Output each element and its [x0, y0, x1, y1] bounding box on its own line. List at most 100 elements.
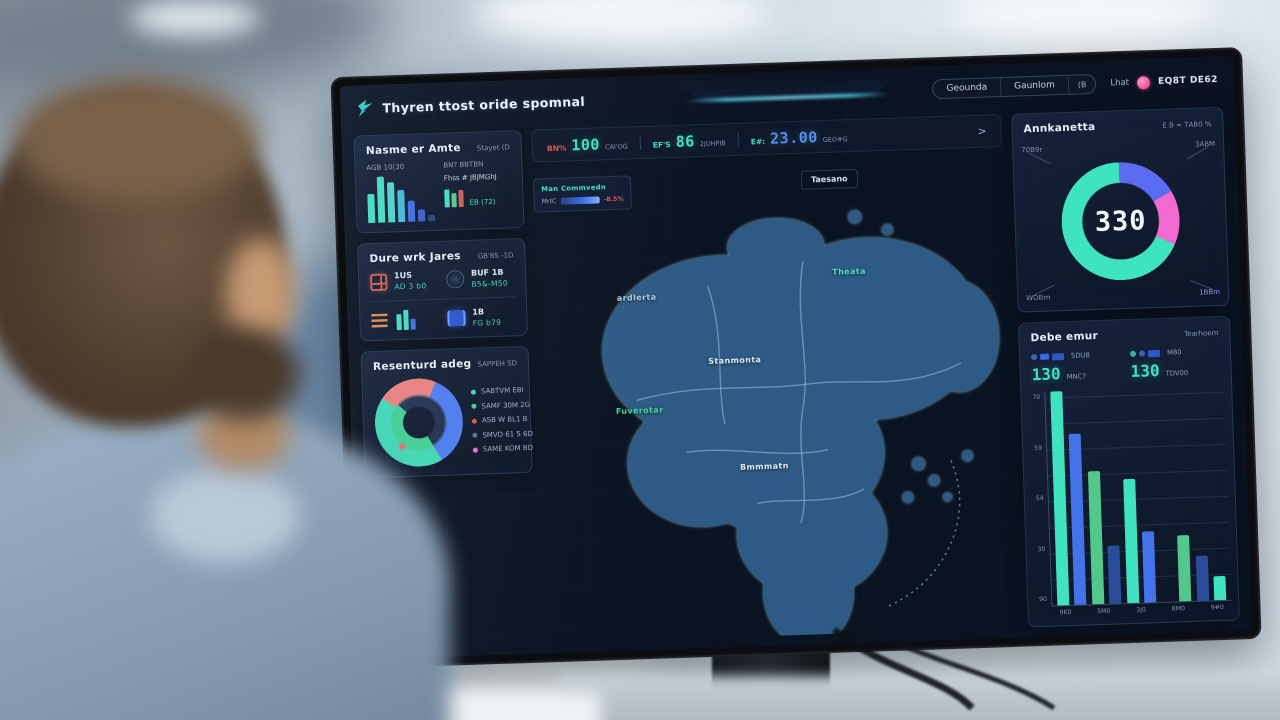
gauge-center-value: 330 [1094, 205, 1148, 238]
bar [407, 200, 416, 222]
legend-dot [471, 418, 477, 424]
bar [1087, 471, 1105, 605]
kpi-stat: EF'S 86 2JUHPIB [652, 131, 726, 151]
resource-sub: FG b79 [472, 317, 502, 328]
region-label[interactable]: Stanmonta [708, 354, 762, 366]
region-label[interactable]: Bmmmatn [739, 461, 789, 473]
divider [370, 296, 515, 303]
summary-sub: TDV00 [1165, 369, 1189, 378]
tab-second[interactable]: Gaunlom [999, 75, 1069, 97]
card-badge[interactable]: E B = 7AB0 % [1162, 120, 1212, 130]
legend-label: SAMF 30M 2G [481, 400, 531, 410]
divider [737, 132, 739, 147]
y-tick: 90 [1039, 595, 1048, 604]
map-overlay-panel: Man Commvedn MrtC -8.5% [532, 175, 632, 213]
map-tooltip: Taesano [800, 168, 858, 190]
columns-icon [447, 309, 466, 327]
resource-item [371, 309, 440, 331]
user-menu[interactable]: Lhat EQ8T DE62 [1110, 73, 1218, 90]
bar [444, 189, 450, 208]
gauge-label: WOBm [1026, 293, 1051, 303]
bar [396, 314, 402, 331]
bar [1213, 576, 1227, 601]
legend-dot [470, 389, 477, 395]
overlay-title: Man Commvedn [541, 183, 607, 194]
series-dots: SDU8 [1031, 350, 1120, 361]
user-label: Lhat [1110, 77, 1130, 89]
card-badge[interactable]: GB'85 -1D [477, 251, 514, 261]
y-tick: 54 [1035, 494, 1044, 503]
distribution-donut-chart [373, 377, 465, 468]
legend-item: SAME KOM BD [472, 443, 534, 454]
x-tick: 5M0 [1097, 607, 1111, 616]
stat-line: Fhss # JBJMGhJ [443, 172, 497, 183]
stat-caption: BN? BBTBN [443, 160, 484, 170]
card-title: Nasme er Amte [365, 142, 461, 158]
kpi-label: CAI'OG [604, 141, 628, 151]
legend-item: SMVD 61 5 6D [472, 429, 533, 439]
legend-label: SABTVM EBI [480, 386, 524, 396]
grid-view-icon[interactable]: (B [1067, 75, 1096, 94]
region-label[interactable]: ardlerta [616, 292, 657, 303]
grid-icon [369, 273, 388, 291]
kpi-value: 23.00 [769, 127, 819, 148]
card-badge[interactable]: SAPPEH SD [477, 359, 518, 369]
bar [428, 214, 436, 222]
dashboard-body: Nasme er Amte Stayet (D AGB 10(30 [353, 106, 1240, 650]
map-svg [602, 210, 999, 644]
bar [410, 318, 416, 330]
kpi-icon-text: BN% [546, 142, 567, 153]
view-switcher: Geounda Gaunlom (B [932, 73, 1097, 100]
legend-label: SAME KOM BD [482, 443, 534, 454]
overlay-progress-bar [560, 196, 601, 205]
x-tick: 9#0 [1210, 603, 1224, 612]
legend-item: ASB W BL1 B [471, 414, 533, 425]
kpi-icon-text: E#: [750, 136, 766, 146]
resource-item: BUF 1B B5&-M50 [445, 267, 515, 289]
resource-sub: B5&-M50 [471, 278, 509, 289]
overlay-value: -8.5% [603, 195, 624, 204]
ceiling-light [130, 0, 260, 36]
card-badge[interactable]: Stayet (D [476, 143, 510, 153]
user-id: EQ8T DE62 [1157, 74, 1219, 87]
mini-bar-chart [396, 309, 416, 331]
region-map[interactable]: Man Commvedn MrtC -8.5% Taesano ardlerta… [532, 159, 1018, 644]
bar [1069, 433, 1087, 605]
tab-first[interactable]: Geounda [946, 82, 988, 94]
bar [1050, 391, 1070, 606]
legend-item: SABTVM EBI [470, 386, 532, 396]
series-dots: M80 [1129, 347, 1219, 358]
summary-stat: M80 130 TDV00 [1129, 347, 1220, 381]
legend-label: SMVD 61 5 6D [482, 429, 534, 439]
gauge-donut-chart: 330 [1059, 160, 1182, 283]
bar [458, 189, 464, 208]
kpi-stat: E#: 23.00 GEO#G [750, 127, 848, 148]
y-tick: 30 [1037, 545, 1046, 553]
y-tick: 70 [1032, 393, 1041, 402]
monitor: Thyren ttost oride spomnal Geounda Gaunl… [330, 47, 1262, 669]
dashboard-screen: Thyren ttost oride spomnal Geounda Gaunl… [339, 56, 1253, 660]
chevron-right-icon[interactable]: > [977, 124, 987, 138]
page-title: Thyren ttost oride spomnal [382, 93, 586, 116]
mini-bar-chart [444, 187, 464, 208]
card-badge[interactable]: Tearhoem [1183, 328, 1219, 339]
card-title: Dure wrk Jares [369, 250, 462, 266]
resource-value: 1US [393, 270, 413, 281]
legend-label: ASB W BL1 B [481, 414, 528, 425]
app-logo-icon [356, 99, 374, 117]
summary-bar-chart: 70 59 54 30 90 [1032, 385, 1232, 617]
ceiling-light [950, 0, 1210, 40]
bar [1142, 531, 1157, 603]
region-label[interactable]: Theata [832, 266, 867, 277]
stat-value: EB (72) [469, 197, 496, 207]
kpi-value: 100 [571, 134, 601, 154]
bar [1107, 545, 1122, 604]
resource-sub: AD 3 b0 [394, 281, 427, 292]
bar [386, 181, 396, 223]
summary-value: 130 [1031, 364, 1061, 385]
kpi-label: 2JUHPIB [699, 138, 726, 148]
summary-sub: MNC? [1066, 372, 1087, 382]
divider [639, 135, 641, 150]
region-label[interactable]: Fuverotar [615, 404, 664, 416]
